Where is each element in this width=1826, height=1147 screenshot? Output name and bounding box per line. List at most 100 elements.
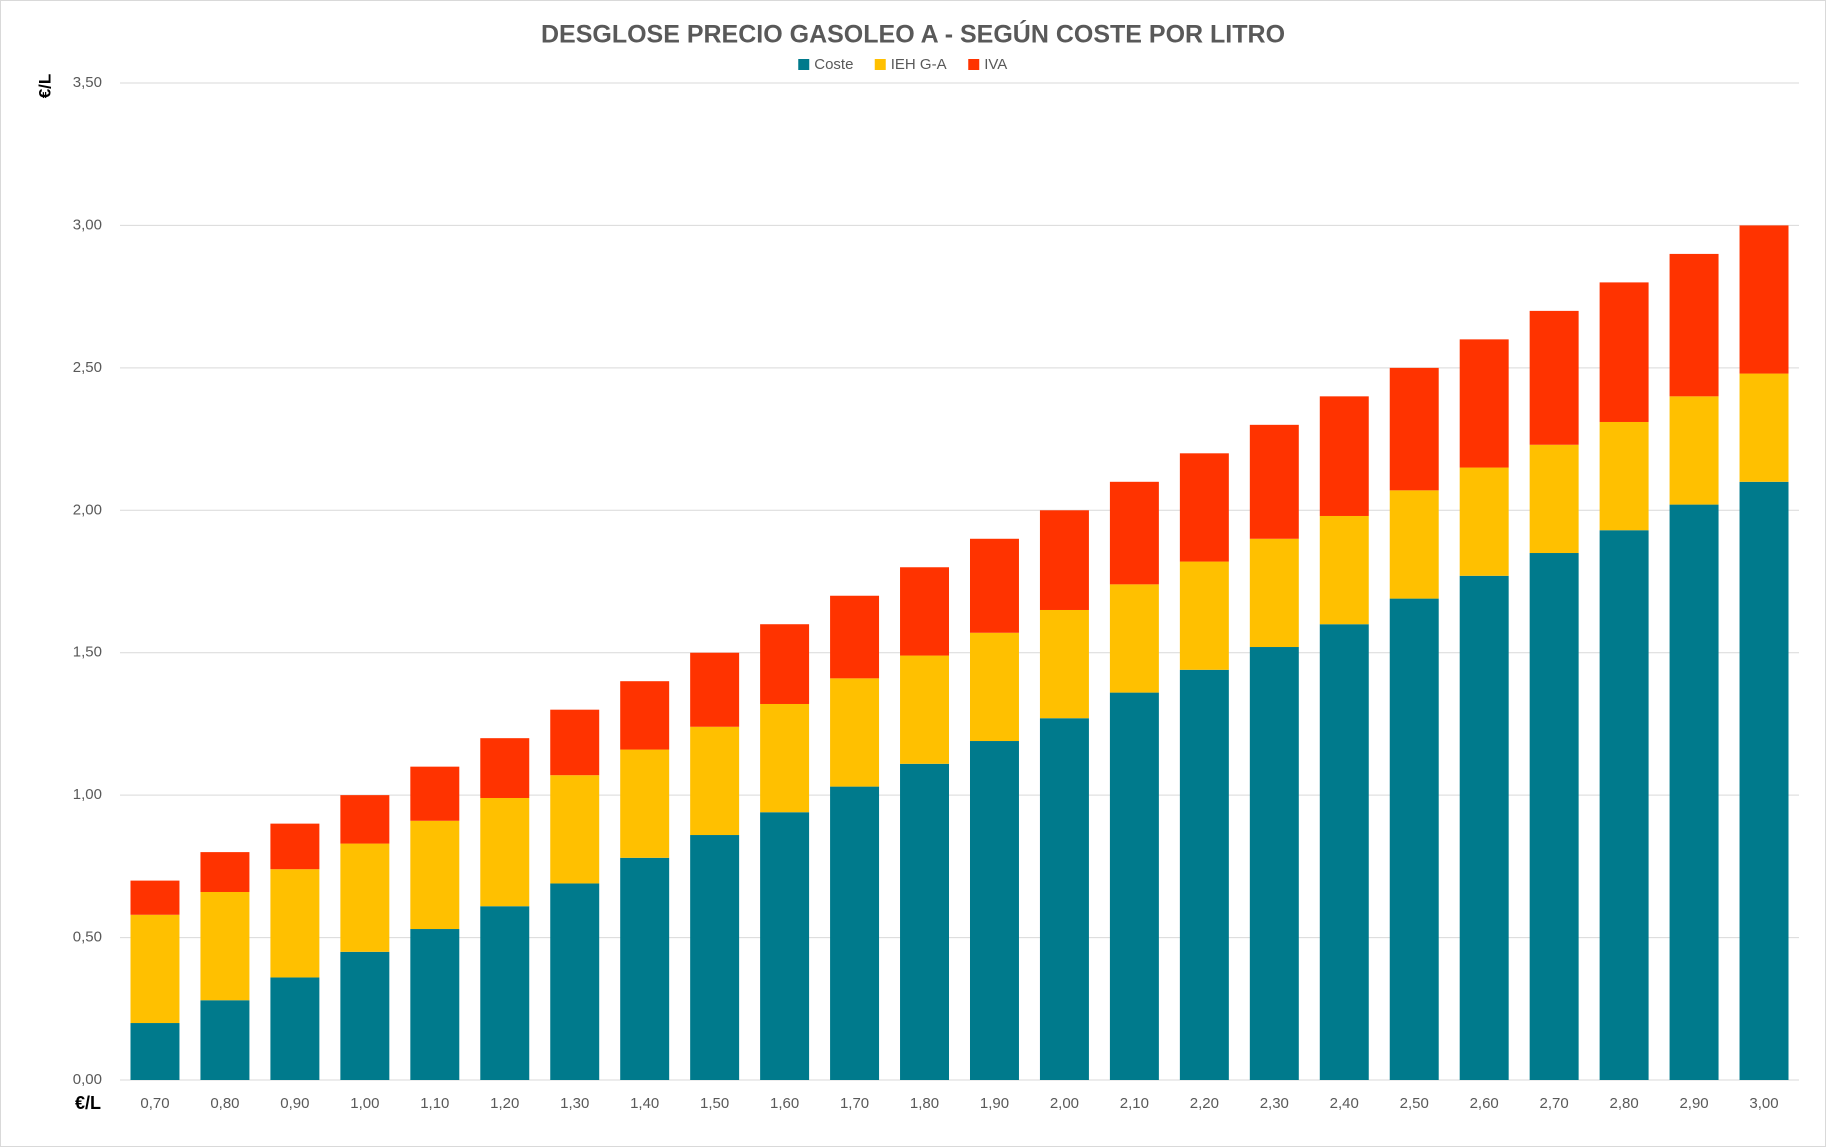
bar-segment: [200, 1000, 250, 1080]
bar-segment: [200, 852, 250, 892]
y-tick-label: 0,00: [73, 1071, 102, 1088]
bar-segment: [270, 977, 320, 1080]
y-tick-label: 1,50: [73, 644, 102, 661]
bar-segment: [620, 857, 670, 1080]
bar-segment: [969, 741, 1019, 1080]
x-tick-label: 1,20: [490, 1095, 519, 1112]
bar-segment: [1599, 282, 1649, 422]
bar-segment: [480, 797, 530, 907]
bar-segment: [1739, 373, 1789, 482]
bar-segment: [1459, 575, 1509, 1080]
x-tick-label: 1,80: [910, 1095, 939, 1112]
x-tick-label: 2,50: [1400, 1095, 1429, 1112]
legend-label: IEH G-A: [891, 56, 947, 73]
x-tick-label: 0,70: [140, 1095, 169, 1112]
x-tick-label: 2,70: [1540, 1095, 1569, 1112]
bar-segment: [550, 709, 600, 776]
y-tick-label: 0,50: [73, 929, 102, 946]
bar-segment: [1669, 504, 1719, 1080]
bar-segment: [270, 869, 320, 978]
bar-segment: [1529, 310, 1579, 445]
y-axis-label: €/L: [35, 74, 54, 99]
bar-segment: [1529, 553, 1579, 1080]
bar-segment: [1599, 421, 1649, 531]
bar-segment: [830, 786, 880, 1080]
bar-segment: [1319, 624, 1369, 1080]
bar-segment: [340, 951, 390, 1080]
x-tick-label: 1,30: [560, 1095, 589, 1112]
bar-segment: [690, 652, 740, 727]
bar-segment: [1109, 481, 1159, 585]
legend-swatch: [798, 59, 810, 70]
chart-title: DESGLOSE PRECIO GASOLEO A - SEGÚN COSTE …: [541, 19, 1285, 49]
bar-segment: [1669, 253, 1719, 397]
bar-segment: [480, 906, 530, 1080]
legend-label: IVA: [984, 56, 1007, 73]
x-tick-label: 2,90: [1679, 1095, 1708, 1112]
bar-segment: [1249, 424, 1299, 539]
bar-segment: [130, 914, 180, 1024]
bar-segment: [760, 624, 810, 704]
bar-segment: [1739, 225, 1789, 374]
bar-segment: [1599, 530, 1649, 1080]
bar-segment: [130, 1023, 180, 1080]
x-tick-label: 1,50: [700, 1095, 729, 1112]
bar-segment: [1039, 718, 1089, 1080]
bar-segment: [1039, 609, 1089, 719]
bar-segment: [1109, 584, 1159, 693]
bar-segment: [830, 678, 880, 787]
bar-segment: [830, 595, 880, 679]
bar-segment: [1389, 367, 1439, 491]
y-tick-label: 2,50: [73, 359, 102, 376]
y-tick-label: 1,00: [73, 786, 102, 803]
bar-segment: [410, 766, 460, 821]
bar-segment: [620, 681, 670, 750]
bar-segment: [550, 883, 600, 1080]
legend-swatch: [874, 59, 886, 70]
x-tick-label: 1,60: [770, 1095, 799, 1112]
bar-segment: [690, 835, 740, 1080]
x-tick-label: 1,70: [840, 1095, 869, 1112]
x-tick-label: 2,40: [1330, 1095, 1359, 1112]
x-tick-label: 0,90: [280, 1095, 309, 1112]
x-tick-label: 1,00: [350, 1095, 379, 1112]
legend-label: Coste: [814, 56, 853, 73]
x-tick-label: 2,00: [1050, 1095, 1079, 1112]
bar-segment: [690, 726, 740, 836]
bar-segment: [1739, 481, 1789, 1080]
y-tick-label: 2,00: [73, 501, 102, 518]
bar-segment: [1529, 444, 1579, 554]
y-tick-label: 3,50: [73, 74, 102, 91]
legend-swatch: [968, 59, 980, 70]
bar-segment: [1179, 561, 1229, 670]
bar-segment: [130, 880, 180, 915]
bar-segment: [1249, 538, 1299, 648]
bar-segment: [1319, 396, 1369, 516]
bar-segment: [480, 738, 530, 798]
x-tick-label: 1,90: [980, 1095, 1009, 1112]
bar-segment: [1459, 339, 1509, 468]
bar-segment: [1249, 647, 1299, 1080]
bar-segment: [410, 820, 460, 930]
bar-segment: [270, 823, 320, 870]
bar-segment: [1389, 490, 1439, 599]
bar-segment: [1669, 396, 1719, 505]
bar-segment: [340, 795, 390, 844]
y-tick-label: 3,00: [73, 216, 102, 233]
bar-segment: [760, 703, 810, 813]
bar-segment: [900, 567, 950, 656]
bar-segment: [1109, 692, 1159, 1080]
x-tick-label: 2,80: [1610, 1095, 1639, 1112]
bar-segment: [900, 655, 950, 764]
bar-segment: [1459, 467, 1509, 576]
bar-segment: [969, 632, 1019, 742]
x-tick-label: 3,00: [1749, 1095, 1778, 1112]
bar-segment: [340, 843, 390, 952]
bar-segment: [550, 775, 600, 884]
x-tick-label: 1,40: [630, 1095, 659, 1112]
bar-segment: [969, 538, 1019, 633]
bar-segment: [410, 929, 460, 1080]
x-tick-label: 0,80: [210, 1095, 239, 1112]
